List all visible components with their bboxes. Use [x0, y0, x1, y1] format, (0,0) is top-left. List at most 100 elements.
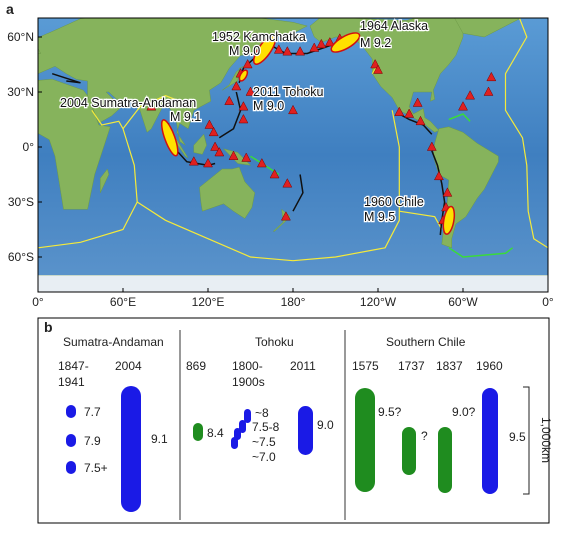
- year: 1800-: [232, 359, 263, 373]
- volcano: [208, 126, 219, 137]
- volcano: [288, 104, 298, 115]
- rupture: [66, 434, 76, 447]
- year: 2011: [290, 359, 316, 373]
- plate-boundary: [122, 95, 180, 130]
- year: 1941: [58, 375, 85, 389]
- event-magnitude: M 9.0: [253, 99, 284, 113]
- volcano: [486, 71, 497, 82]
- lon-label: 0°: [32, 295, 44, 309]
- volcano: [282, 178, 293, 188]
- magnitude-label: 9.5?: [378, 405, 402, 419]
- event-name: 2004 Sumatra-Andaman: [60, 96, 196, 110]
- volcano: [434, 170, 444, 181]
- boundary: [448, 113, 471, 122]
- plate-boundary: [399, 210, 443, 230]
- volcano: [273, 44, 284, 54]
- map: [38, 18, 548, 292]
- volcano: [324, 36, 335, 47]
- trench: [398, 113, 433, 135]
- panel-label: a: [6, 1, 14, 17]
- panel-b-frame: [37, 317, 550, 524]
- magnitude-label: 8.4: [207, 426, 224, 440]
- rupture: [402, 427, 416, 475]
- rupture: [355, 388, 375, 492]
- volcano: [188, 156, 199, 166]
- volcano: [282, 46, 293, 56]
- landmass: [38, 47, 42, 55]
- trench: [218, 91, 242, 139]
- year: 869: [186, 359, 206, 373]
- volcano: [415, 115, 426, 126]
- rupture: [298, 406, 313, 455]
- volcano: [373, 64, 383, 74]
- volcano: [204, 119, 215, 129]
- rupture: [231, 437, 238, 449]
- event-name: 2011 Tohoku: [253, 85, 323, 99]
- lat-label: 30°N: [7, 85, 34, 99]
- magnitude-label: 7.5-8: [252, 420, 280, 434]
- trench: [292, 174, 304, 212]
- boundary: [448, 247, 514, 258]
- magnitude-label: 7.9: [84, 434, 101, 448]
- rupture-zone: [238, 69, 249, 82]
- volcano: [281, 211, 291, 221]
- year: 1737: [398, 359, 425, 373]
- volcano: [309, 42, 320, 52]
- rupture: [121, 386, 141, 512]
- rupture: [438, 427, 452, 493]
- volcano: [458, 101, 468, 111]
- magnitude-label: ~7.5: [252, 435, 276, 449]
- lon-label: 0°: [542, 295, 554, 309]
- volcano: [426, 141, 437, 151]
- volcano: [412, 97, 423, 107]
- rupture: [244, 409, 251, 423]
- volcano: [442, 187, 453, 197]
- plate-boundary: [38, 109, 138, 249]
- volcano: [210, 141, 220, 151]
- magnitude-label: ?: [421, 429, 428, 443]
- volcano: [146, 101, 157, 111]
- rupture: [234, 428, 241, 440]
- rupture: [193, 423, 203, 441]
- event-name: 1960 Chile: [364, 195, 424, 209]
- magnitude-label: ~8: [255, 406, 269, 420]
- lat-label: 0°: [23, 140, 35, 154]
- event-name: 1964 Alaska: [360, 19, 428, 33]
- rupture: [66, 461, 76, 474]
- volcano: [241, 152, 252, 162]
- landmass: [38, 275, 548, 292]
- year: 1847-: [58, 359, 89, 373]
- landmass: [100, 168, 110, 193]
- map-axes: 60°N 30°N 0° 30°S 60°S 0° 60°E 120°E 180° 120°W 60…: [7, 30, 554, 309]
- event-magnitude: M 9.1: [170, 110, 201, 124]
- volcano: [295, 46, 305, 56]
- group-title: Southern Chile: [386, 335, 466, 349]
- landmass: [222, 66, 244, 91]
- event-magnitude: M 9.2: [360, 36, 391, 50]
- scale-bracket: [523, 386, 530, 495]
- landmass: [193, 133, 207, 155]
- plate-boundary: [136, 110, 400, 262]
- magnitude-label: 9.1: [151, 432, 168, 446]
- year: 1575: [352, 359, 379, 373]
- magnitude-label: 7.5+: [84, 461, 108, 475]
- year: 1837: [436, 359, 463, 373]
- lat-label: 60°S: [8, 250, 34, 264]
- rupture: [239, 420, 246, 433]
- trench: [51, 72, 81, 84]
- volcano: [245, 86, 256, 96]
- rupture-zone: [442, 205, 456, 235]
- volcano: [269, 168, 280, 179]
- volcano: [228, 150, 239, 160]
- year: 1900s: [232, 375, 265, 389]
- group-title: Sumatra-Andaman: [63, 335, 164, 349]
- event-magnitude: M 9.0: [229, 44, 260, 58]
- lon-label: 120°E: [192, 295, 225, 309]
- map-labels: 1952 Kamchatka M 9.0 1964 Alaska M 9.2 2…: [59, 18, 430, 226]
- volcano: [256, 157, 267, 168]
- rupture-zone: [252, 34, 277, 65]
- magnitude-label: 9.0: [317, 418, 334, 432]
- volcano: [231, 80, 242, 91]
